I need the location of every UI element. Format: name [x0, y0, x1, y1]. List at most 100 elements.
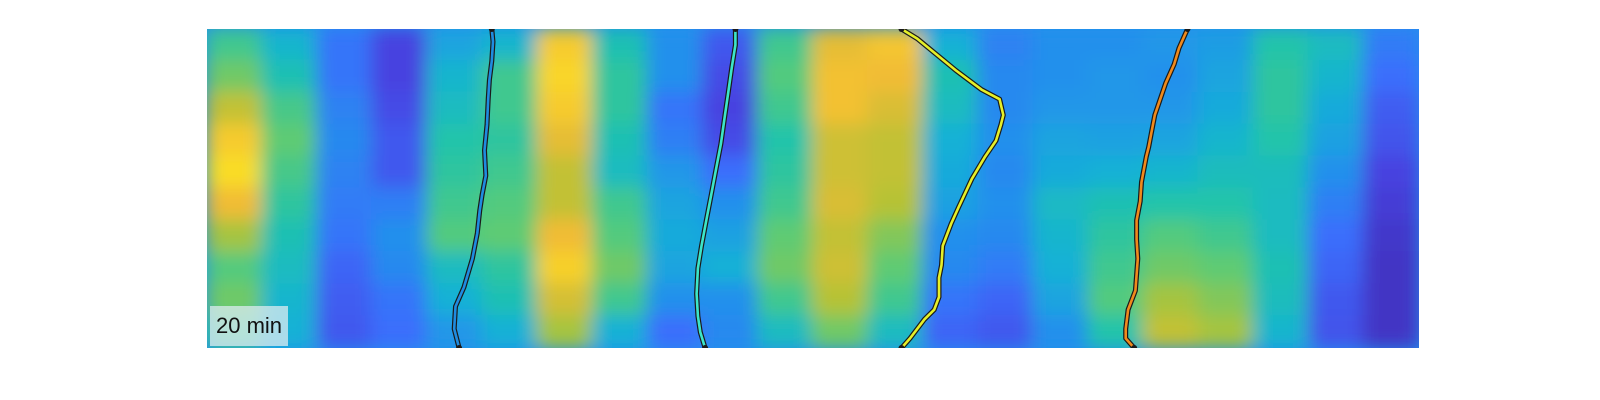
- heatmap-cell: [481, 91, 539, 126]
- heatmap-cell: [316, 123, 374, 158]
- heatmap-cell: [536, 123, 594, 158]
- heatmap-cell: [426, 91, 484, 126]
- heatmap-cell: [261, 123, 319, 158]
- heatmap-cell: [371, 91, 429, 126]
- heatmap-cell: [1032, 155, 1090, 190]
- heatmap-cell: [701, 315, 759, 348]
- track-endpoint-3: [898, 345, 905, 348]
- heatmap-cell: [646, 187, 704, 222]
- heatmap-cell: [1087, 315, 1145, 348]
- tracks: [451, 29, 1191, 348]
- heatmap-cell: [261, 155, 319, 190]
- heatmap-cell: [371, 59, 429, 94]
- heatmap-cell: [867, 219, 925, 254]
- heatmap-cell: [591, 315, 649, 348]
- heatmap-cell: [591, 219, 649, 254]
- heatmap-cell: [1362, 283, 1419, 318]
- heatmap-cell: [261, 91, 319, 126]
- heatmap-cell: [867, 283, 925, 318]
- heatmap-cell: [591, 59, 649, 94]
- track-endpoint-1: [488, 29, 495, 32]
- heatmap-cell: [1362, 251, 1419, 286]
- heatmap-cell: [1252, 283, 1310, 318]
- track-line-1: [452, 29, 495, 348]
- heatmap-cell: [371, 123, 429, 158]
- heatmap-cell: [426, 29, 484, 62]
- heatmap-cell: [1362, 29, 1419, 62]
- heatmap-cell: [1032, 283, 1090, 318]
- heatmap-cell: [867, 251, 925, 286]
- heatmap-cell: [977, 315, 1035, 348]
- heatmap-cell: [646, 251, 704, 286]
- heatmap-cell: [646, 59, 704, 94]
- heatmap-cell: [922, 91, 980, 126]
- heatmap-cell: [536, 29, 594, 62]
- heatmap-cell: [591, 251, 649, 286]
- heatmap-cell: [1087, 155, 1145, 190]
- heatmap-cell: [1252, 123, 1310, 158]
- heatmap-cell: [261, 187, 319, 222]
- heatmap-cell: [1087, 91, 1145, 126]
- heatmap-cell: [701, 123, 759, 158]
- heatmap-cell: [812, 91, 870, 126]
- heatmap-cell: [316, 155, 374, 190]
- heatmap-cell: [591, 29, 649, 62]
- heatmap-cell: [207, 155, 264, 190]
- track-endpoint-3: [898, 29, 905, 32]
- heatmap-cell: [371, 251, 429, 286]
- heatmap-cell: [261, 251, 319, 286]
- heatmap-cell: [1197, 155, 1255, 190]
- heatmap-cell: [536, 91, 594, 126]
- heatmap-cell: [1307, 283, 1365, 318]
- heatmap-cell: [261, 59, 319, 94]
- heatmap-cell: [922, 187, 980, 222]
- heatmap-cell: [1362, 315, 1419, 348]
- heatmap-cell: [1142, 315, 1200, 348]
- heatmap-cell: [756, 187, 814, 222]
- heatmap-cell: [812, 251, 870, 286]
- heatmap-cell: [646, 91, 704, 126]
- heatmap-cell: [536, 315, 594, 348]
- heatmap-cell: [701, 219, 759, 254]
- heatmap-cell: [701, 155, 759, 190]
- heatmap-cell: [591, 91, 649, 126]
- heatmap-cell: [1032, 91, 1090, 126]
- heatmap-cell: [1032, 29, 1090, 62]
- heatmap-cell: [1362, 219, 1419, 254]
- heatmap-cell: [701, 283, 759, 318]
- heatmap-cell: [316, 251, 374, 286]
- heatmap-cell: [481, 155, 539, 190]
- heatmap-cell: [591, 155, 649, 190]
- heatmap-cell: [371, 315, 429, 348]
- heatmap-cell: [316, 187, 374, 222]
- heatmap-cell: [1032, 123, 1090, 158]
- heatmap-cell: [371, 29, 429, 62]
- heatmap-cell: [1362, 155, 1419, 190]
- heatmap-cell: [922, 123, 980, 158]
- heatmap-cell: [1197, 123, 1255, 158]
- heatmap-cell: [371, 283, 429, 318]
- heatmap-cell: [1142, 219, 1200, 254]
- heatmap-cell: [1307, 187, 1365, 222]
- heatmap-cell: [812, 283, 870, 318]
- heatmap-cell: [1087, 29, 1145, 62]
- heatmap-cell: [977, 155, 1035, 190]
- heatmap-cell: [1307, 155, 1365, 190]
- heatmap-cell: [812, 123, 870, 158]
- track-line-2: [695, 29, 737, 348]
- track-endpoint-2: [732, 29, 739, 32]
- heatmap-cell: [1307, 91, 1365, 126]
- heatmap-cell: [867, 91, 925, 126]
- heatmap-cell: [701, 91, 759, 126]
- heatmap-cell: [1362, 123, 1419, 158]
- heatmap-cell: [922, 251, 980, 286]
- heatmap-cell: [426, 123, 484, 158]
- heatmap-cell: [1197, 59, 1255, 94]
- heatmap-cell: [426, 187, 484, 222]
- heatmap-cell: [756, 59, 814, 94]
- heatmap-cell: [1362, 187, 1419, 222]
- heatmap-cell: [536, 283, 594, 318]
- heatmap-cell: [1032, 219, 1090, 254]
- heatmap-cell: [1307, 219, 1365, 254]
- heatmap-cell: [977, 219, 1035, 254]
